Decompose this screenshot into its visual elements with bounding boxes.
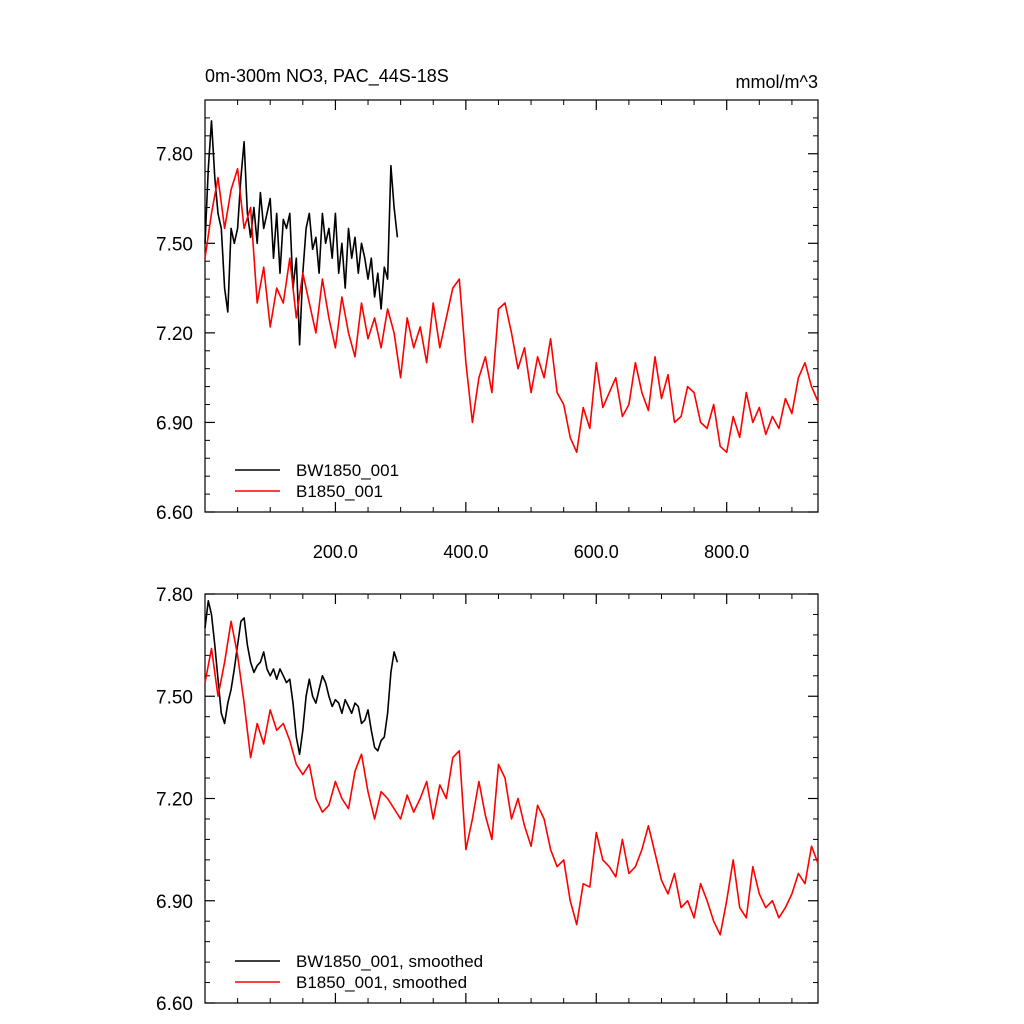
chart-title: 0m-300m NO3, PAC_44S-18S	[205, 66, 449, 87]
x-tick-label: 600.0	[574, 542, 619, 562]
top-panel: 200.0 400.0 600.0 800.0 6.60 6.90 7.20 7.50 7.80…	[156, 99, 819, 562]
legend-label: BW1850_001, smoothed	[296, 952, 483, 971]
series-line-bw1850	[204, 120, 399, 346]
x-tick-label: 800.0	[704, 542, 749, 562]
plot-frame	[204, 593, 819, 1004]
y-tick-label: 7.50	[156, 234, 193, 255]
y-tick-label: 7.80	[156, 145, 193, 166]
units-label: mmol/m^3	[736, 72, 818, 92]
legend-label: B1850_001	[296, 482, 383, 501]
y-tick-label: 7.80	[156, 585, 193, 606]
y-tick-label: 7.50	[156, 687, 193, 708]
y-tick-label: 6.90	[156, 413, 193, 434]
series-line-b1850	[204, 167, 819, 454]
series-line-b1850	[204, 620, 819, 936]
x-tick-label: 400.0	[443, 542, 488, 562]
legend-label: B1850_001, smoothed	[296, 973, 467, 992]
legend-label: BW1850_001	[296, 461, 399, 480]
y-tick-label: 7.20	[156, 790, 193, 811]
plot-frame	[204, 99, 819, 513]
bottom-panel: 6.60 6.90 7.20 7.50 7.80 BW1850_001, smoothed…	[156, 585, 819, 1015]
y-tick-label: 7.20	[156, 324, 193, 345]
y-tick-label: 6.60	[156, 994, 193, 1015]
series-line-bw1850	[204, 599, 399, 756]
x-tick-label: 200.0	[313, 542, 358, 562]
y-tick-label: 6.90	[156, 892, 193, 913]
y-tick-label: 6.60	[156, 503, 193, 524]
